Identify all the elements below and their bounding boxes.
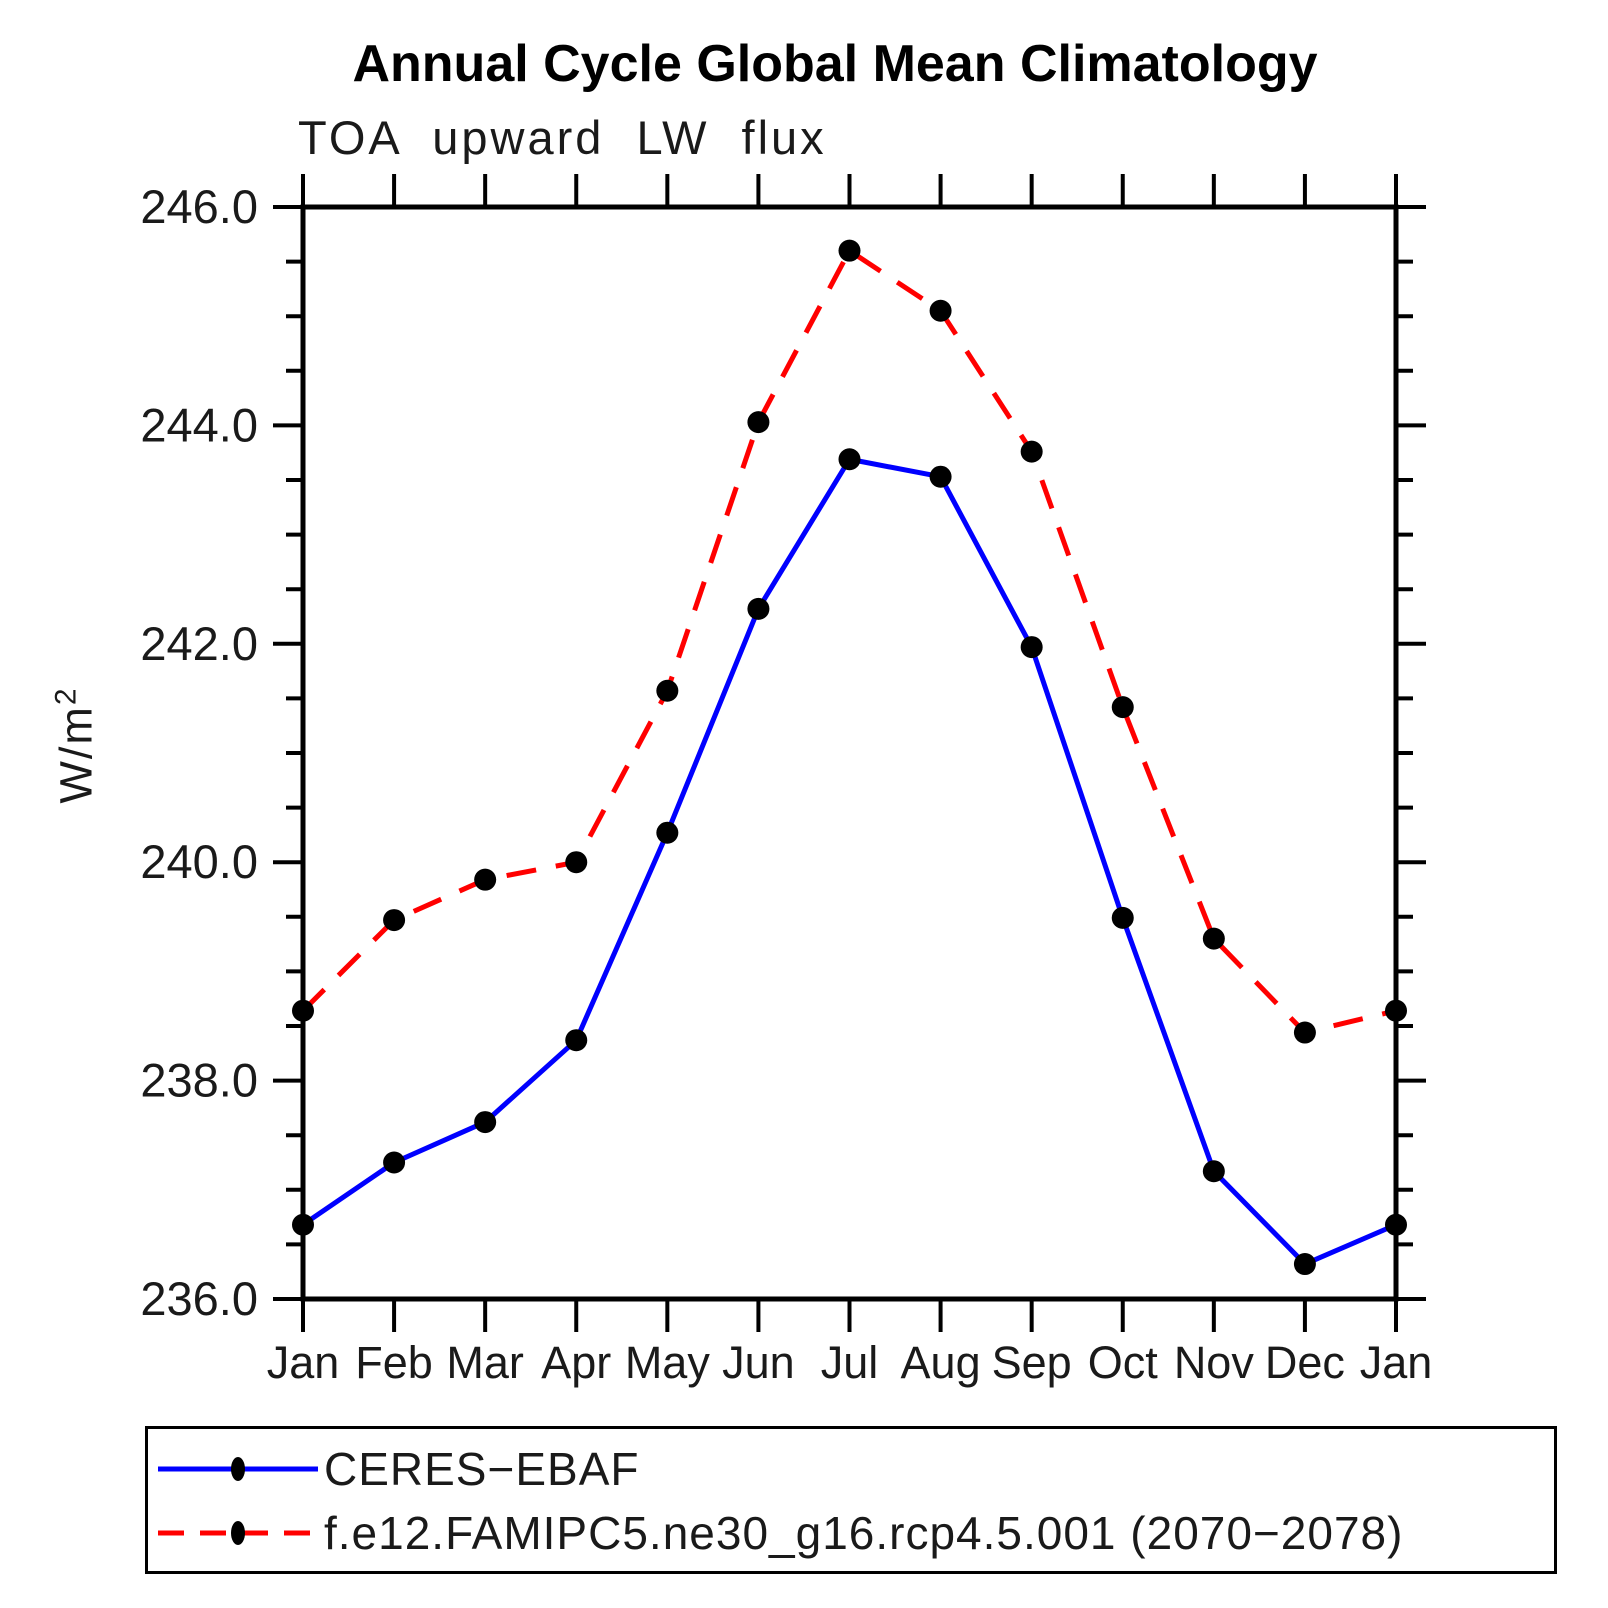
x-tick-label: Jun <box>722 1337 795 1388</box>
data-point-marker <box>1202 1160 1225 1183</box>
legend: CERES−EBAF f.e12.FAMIPC5.ne30_g16.rcp4.5.… <box>145 1426 1557 1574</box>
data-point-marker <box>565 1029 588 1052</box>
data-point-marker <box>474 868 497 891</box>
data-point-marker <box>292 1213 314 1236</box>
data-point-marker <box>1020 636 1043 659</box>
data-point-marker <box>747 597 770 620</box>
x-tick-label: Feb <box>355 1337 433 1388</box>
data-point-marker <box>1293 1021 1316 1044</box>
x-tick-label: Nov <box>1174 1337 1255 1388</box>
chart-subtitle: TOA upward LW flux <box>298 111 827 164</box>
data-point-marker <box>747 411 770 434</box>
legend-row: CERES−EBAF <box>148 1437 1554 1501</box>
legend-marker <box>231 1521 245 1545</box>
data-point-marker <box>656 821 679 844</box>
data-point-marker <box>656 679 679 702</box>
data-point-marker <box>565 851 588 874</box>
data-point-marker <box>838 239 861 262</box>
y-tick-label: 242.0 <box>140 617 258 670</box>
x-tick-label: Sep <box>992 1337 1072 1388</box>
data-point-marker <box>383 909 406 932</box>
legend-line-sample <box>158 1457 318 1481</box>
chart-title: Annual Cycle Global Mean Climatology <box>352 35 1318 93</box>
x-tick-label: Jul <box>821 1337 879 1388</box>
legend-marker <box>231 1457 245 1481</box>
y-tick-label: 246.0 <box>140 180 258 233</box>
y-tick-label: 244.0 <box>140 398 258 451</box>
data-point-marker <box>1385 999 1407 1022</box>
data-point-marker <box>1202 927 1225 950</box>
data-point-marker <box>1111 906 1134 929</box>
data-point-marker <box>474 1111 497 1134</box>
data-point-marker <box>292 999 314 1022</box>
x-tick-label: Mar <box>446 1337 524 1388</box>
data-point-marker <box>383 1151 406 1174</box>
x-tick-label: Jan <box>267 1337 340 1388</box>
series-line-0 <box>301 456 1397 1267</box>
x-tick-label: Jan <box>1360 1337 1433 1388</box>
data-point-marker <box>838 448 861 471</box>
plot-frame <box>300 204 1399 1302</box>
data-point-marker <box>1385 1213 1407 1236</box>
x-tick-label: Aug <box>901 1337 981 1388</box>
data-point-marker <box>1293 1253 1316 1276</box>
y-tick-label: 238.0 <box>140 1054 258 1107</box>
data-point-marker <box>1020 440 1043 463</box>
x-tick-label: May <box>625 1337 711 1388</box>
legend-label: f.e12.FAMIPC5.ne30_g16.rcp4.5.001 (2070−… <box>324 1507 1404 1559</box>
x-tick-label: Dec <box>1265 1337 1345 1388</box>
y-tick-label: 240.0 <box>140 835 258 888</box>
legend-line-sample <box>158 1521 318 1545</box>
x-tick-label: Oct <box>1088 1337 1159 1388</box>
legend-row: f.e12.FAMIPC5.ne30_g16.rcp4.5.001 (2070−… <box>148 1501 1554 1565</box>
data-point-marker <box>929 465 952 488</box>
y-tick-label: 236.0 <box>140 1272 258 1325</box>
data-point-marker <box>929 299 952 322</box>
series-line-1 <box>301 248 1397 1036</box>
legend-label: CERES−EBAF <box>324 1443 640 1495</box>
x-tick-label: Apr <box>541 1337 611 1388</box>
data-point-marker <box>1111 696 1134 719</box>
